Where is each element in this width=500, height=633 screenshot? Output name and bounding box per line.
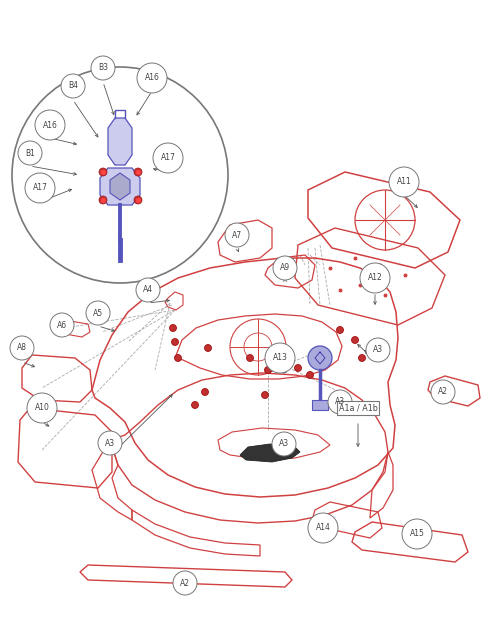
Circle shape: [61, 74, 85, 98]
Circle shape: [10, 336, 34, 360]
Circle shape: [336, 327, 344, 334]
Circle shape: [264, 367, 272, 373]
Circle shape: [170, 325, 176, 332]
Text: B3: B3: [98, 63, 108, 73]
Text: A11: A11: [396, 177, 411, 187]
Circle shape: [328, 390, 352, 414]
Circle shape: [308, 346, 332, 370]
Circle shape: [202, 389, 208, 396]
Polygon shape: [240, 444, 300, 462]
Text: A12: A12: [368, 273, 382, 282]
Circle shape: [366, 338, 390, 362]
Text: A5: A5: [93, 308, 103, 318]
Text: A3: A3: [335, 398, 345, 406]
Text: A16: A16: [144, 73, 160, 82]
Circle shape: [306, 372, 314, 379]
Text: A7: A7: [232, 230, 242, 239]
Text: A14: A14: [316, 523, 330, 532]
Circle shape: [402, 519, 432, 549]
Text: A1a / A1b: A1a / A1b: [338, 403, 378, 413]
Circle shape: [225, 223, 249, 247]
Circle shape: [98, 431, 122, 455]
Text: A13: A13: [272, 353, 287, 363]
Circle shape: [134, 196, 142, 204]
Text: A3: A3: [373, 346, 383, 354]
Text: A2: A2: [438, 387, 448, 396]
Circle shape: [431, 380, 455, 404]
Circle shape: [352, 337, 358, 344]
Text: A4: A4: [143, 285, 153, 294]
Text: A9: A9: [280, 263, 290, 272]
Circle shape: [153, 143, 183, 173]
Circle shape: [137, 63, 167, 93]
Circle shape: [273, 256, 297, 280]
Circle shape: [246, 354, 254, 361]
Circle shape: [50, 313, 74, 337]
Text: B4: B4: [68, 82, 78, 91]
Text: A2: A2: [180, 579, 190, 587]
Text: A17: A17: [32, 184, 48, 192]
Circle shape: [91, 56, 115, 80]
Circle shape: [262, 391, 268, 399]
Polygon shape: [110, 173, 130, 200]
Circle shape: [25, 173, 55, 203]
Circle shape: [172, 339, 178, 346]
Circle shape: [308, 513, 338, 543]
Text: B1: B1: [25, 149, 35, 158]
Circle shape: [272, 432, 296, 456]
Circle shape: [18, 141, 42, 165]
Text: A3: A3: [279, 439, 289, 449]
Circle shape: [173, 571, 197, 595]
Polygon shape: [100, 168, 140, 205]
Text: A17: A17: [160, 153, 176, 163]
Circle shape: [360, 263, 390, 293]
Circle shape: [99, 168, 107, 176]
Text: A15: A15: [410, 529, 424, 539]
Circle shape: [389, 167, 419, 197]
Text: A10: A10: [34, 403, 50, 413]
Circle shape: [174, 354, 182, 361]
Text: A6: A6: [57, 320, 67, 330]
Circle shape: [294, 365, 302, 372]
Circle shape: [134, 168, 142, 176]
Circle shape: [27, 393, 57, 423]
Circle shape: [99, 196, 107, 204]
Circle shape: [35, 110, 65, 140]
Circle shape: [265, 343, 295, 373]
Bar: [312, 400, 328, 410]
Circle shape: [86, 301, 110, 325]
Text: A8: A8: [17, 344, 27, 353]
Circle shape: [358, 354, 366, 361]
Polygon shape: [108, 118, 132, 165]
Text: A3: A3: [105, 439, 115, 448]
Circle shape: [192, 401, 198, 408]
Text: A16: A16: [42, 120, 58, 130]
Circle shape: [204, 344, 212, 351]
Circle shape: [136, 278, 160, 302]
